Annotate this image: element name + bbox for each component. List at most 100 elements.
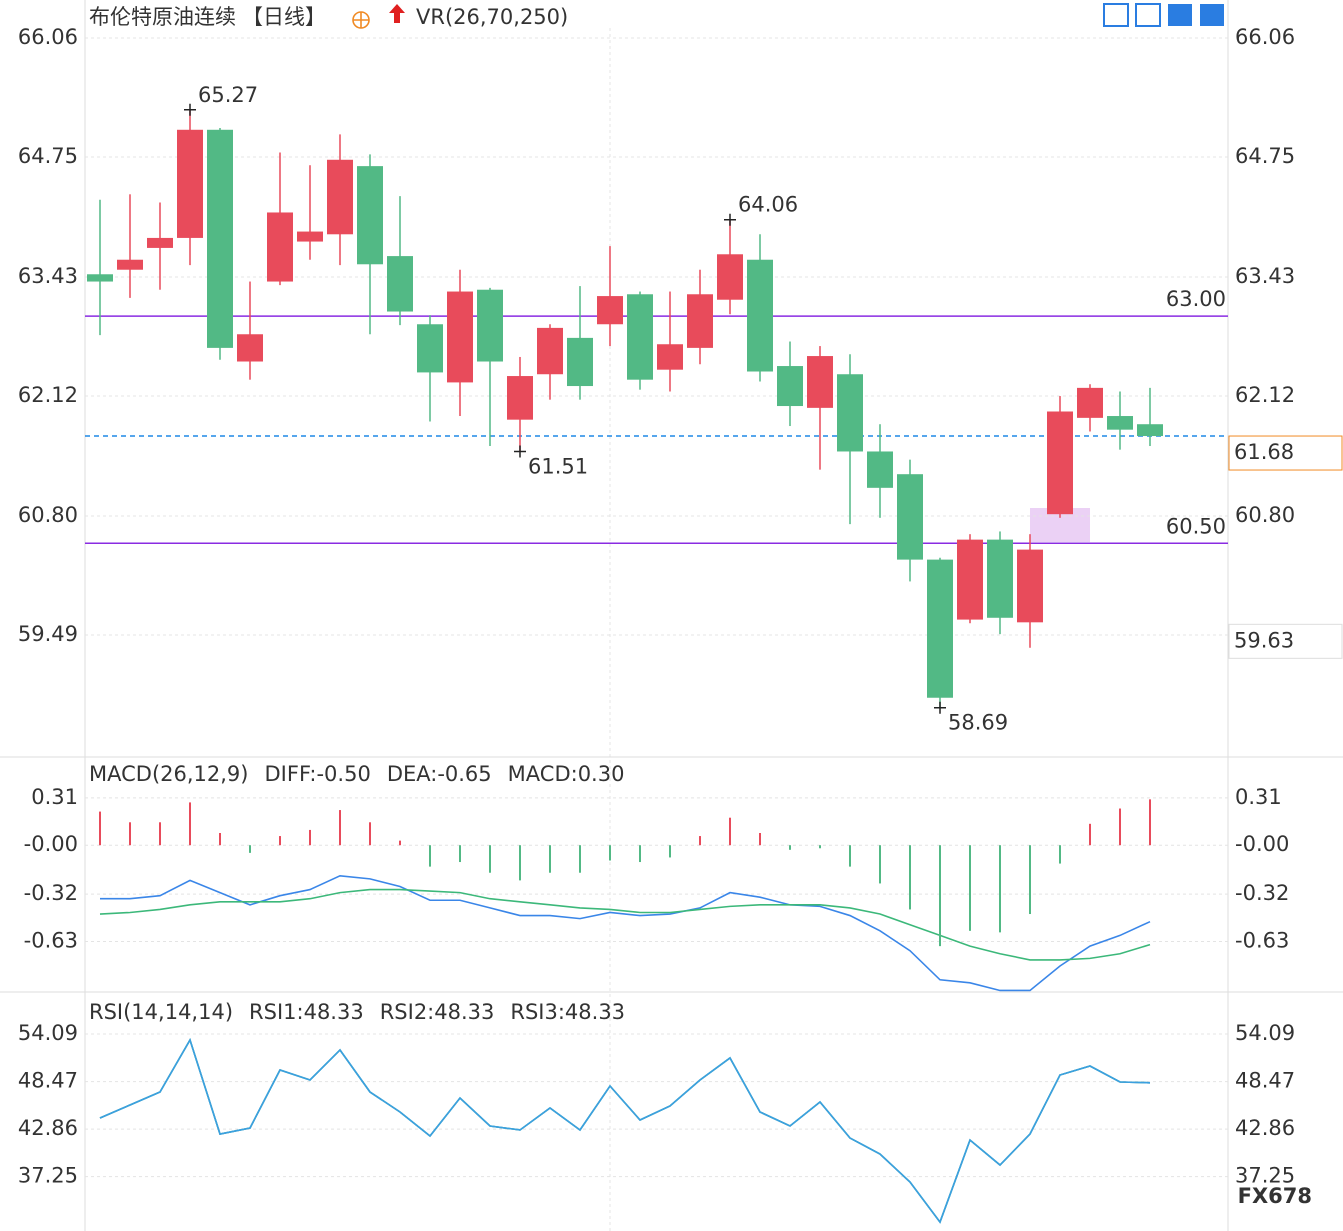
legend-label: RSI(14,14,14) <box>89 1000 233 1024</box>
extreme-marker <box>934 701 946 714</box>
y-tick-label-right: -0.00 <box>1235 832 1289 856</box>
y-tick-label: 37.25 <box>18 1164 78 1188</box>
candle-body <box>837 374 863 452</box>
y-tick-label-right: -0.63 <box>1235 929 1289 953</box>
candle-body <box>957 539 983 620</box>
candle-body <box>807 356 833 408</box>
candle-body <box>897 474 923 560</box>
y-tick-label-right: 64.75 <box>1235 144 1295 168</box>
legend-label: DIFF:-0.50 <box>265 762 371 786</box>
candle-body <box>417 324 443 373</box>
candle-body <box>777 366 803 407</box>
high-label: 65.27 <box>198 83 258 107</box>
candle-body <box>117 259 143 270</box>
candle-body <box>747 259 773 372</box>
candle-body <box>987 539 1013 618</box>
candle-body <box>627 294 653 380</box>
y-tick-label: 66.06 <box>18 25 78 49</box>
candle-body <box>657 344 683 370</box>
price-box <box>1228 623 1343 659</box>
tool-button[interactable] <box>1200 4 1224 26</box>
y-tick-label-right: 42.86 <box>1235 1116 1295 1140</box>
candle-body <box>597 296 623 325</box>
candle-body <box>237 334 263 362</box>
series-line <box>99 888 1151 961</box>
series-line <box>100 874 1151 992</box>
candle-body <box>507 376 533 420</box>
tool-button[interactable] <box>1103 3 1129 27</box>
candle-body <box>267 212 293 282</box>
legend-label: 布伦特原油连续 <box>89 5 236 29</box>
y-tick-label: 63.43 <box>18 264 78 288</box>
candle-body <box>867 451 893 488</box>
candle-body <box>717 254 743 300</box>
y-tick-label: 59.49 <box>18 622 78 646</box>
toolbar <box>1103 3 1224 27</box>
y-tick-label: 62.12 <box>18 383 78 407</box>
low-label: 58.69 <box>948 711 1008 735</box>
candle-body <box>1047 411 1073 515</box>
tool-button[interactable] <box>1168 4 1192 26</box>
candle-body <box>927 559 953 698</box>
legend-label: MACD(26,12,9) <box>89 762 249 786</box>
low-label: 61.51 <box>528 454 588 478</box>
extreme-marker <box>184 103 196 116</box>
candle-body <box>537 327 563 375</box>
y-tick-label: 48.47 <box>18 1069 78 1093</box>
candle-body <box>1017 549 1043 623</box>
level-label: 60.50 <box>1166 514 1226 538</box>
y-tick-label-right: 0.31 <box>1235 785 1282 809</box>
extreme-marker <box>514 445 526 458</box>
candle-body <box>1137 424 1163 437</box>
candle-body <box>477 289 503 362</box>
y-tick-label-right: 54.09 <box>1235 1021 1295 1045</box>
arrow-icon <box>389 4 405 23</box>
y-tick-label: 60.80 <box>18 503 78 527</box>
series-line <box>99 1038 1151 1224</box>
y-tick-label-right: -0.32 <box>1235 881 1289 905</box>
candle-body <box>687 294 713 348</box>
candle-body <box>567 337 593 387</box>
y-tick-label: 64.75 <box>18 144 78 168</box>
watermark: FX678 <box>1238 1184 1312 1208</box>
candle-body <box>1077 387 1103 418</box>
candle-body <box>147 237 173 248</box>
add-icon-cross <box>353 12 369 28</box>
y-tick-label: 54.09 <box>18 1021 78 1045</box>
candle-body <box>1107 416 1133 430</box>
y-tick-label-right: 62.12 <box>1235 383 1295 407</box>
candle-body <box>357 166 383 265</box>
y-tick-label-right: 60.80 <box>1235 503 1295 527</box>
high-label: 64.06 <box>738 193 798 217</box>
level-label: 63.00 <box>1166 287 1226 311</box>
y-tick-label: 0.31 <box>31 785 78 809</box>
y-tick-label: 42.86 <box>18 1116 78 1140</box>
candle-body <box>387 256 413 312</box>
y-tick-label: -0.00 <box>24 832 78 856</box>
candle-body <box>87 274 113 282</box>
last-price-label: 61.68 <box>1234 440 1294 464</box>
y-tick-label: -0.32 <box>24 881 78 905</box>
candle-body <box>177 129 203 238</box>
candle-body <box>327 159 353 235</box>
y-tick-label-right: 37.25 <box>1235 1164 1295 1188</box>
y-tick-label-right: 66.06 <box>1235 25 1295 49</box>
last-price-box <box>1228 435 1343 471</box>
price-label: 59.63 <box>1234 628 1294 652</box>
y-tick-label-right: 48.47 <box>1235 1069 1295 1093</box>
legend-label: RSI2:48.33 <box>380 1000 495 1024</box>
candle-body <box>447 291 473 383</box>
candle-body <box>297 231 323 242</box>
legend-label: RSI1:48.33 <box>249 1000 364 1024</box>
period-label: 【日线】 <box>242 5 326 29</box>
legend-label: RSI3:48.33 <box>510 1000 625 1024</box>
legend-label: MACD:0.30 <box>508 762 625 786</box>
tool-button[interactable] <box>1135 3 1161 27</box>
indicator-label: VR(26,70,250) <box>416 5 568 29</box>
legend-label: DEA:-0.65 <box>387 762 492 786</box>
y-tick-label: -0.63 <box>24 929 78 953</box>
candle-body <box>207 129 233 348</box>
extreme-marker <box>724 213 736 226</box>
y-tick-label-right: 63.43 <box>1235 264 1295 288</box>
